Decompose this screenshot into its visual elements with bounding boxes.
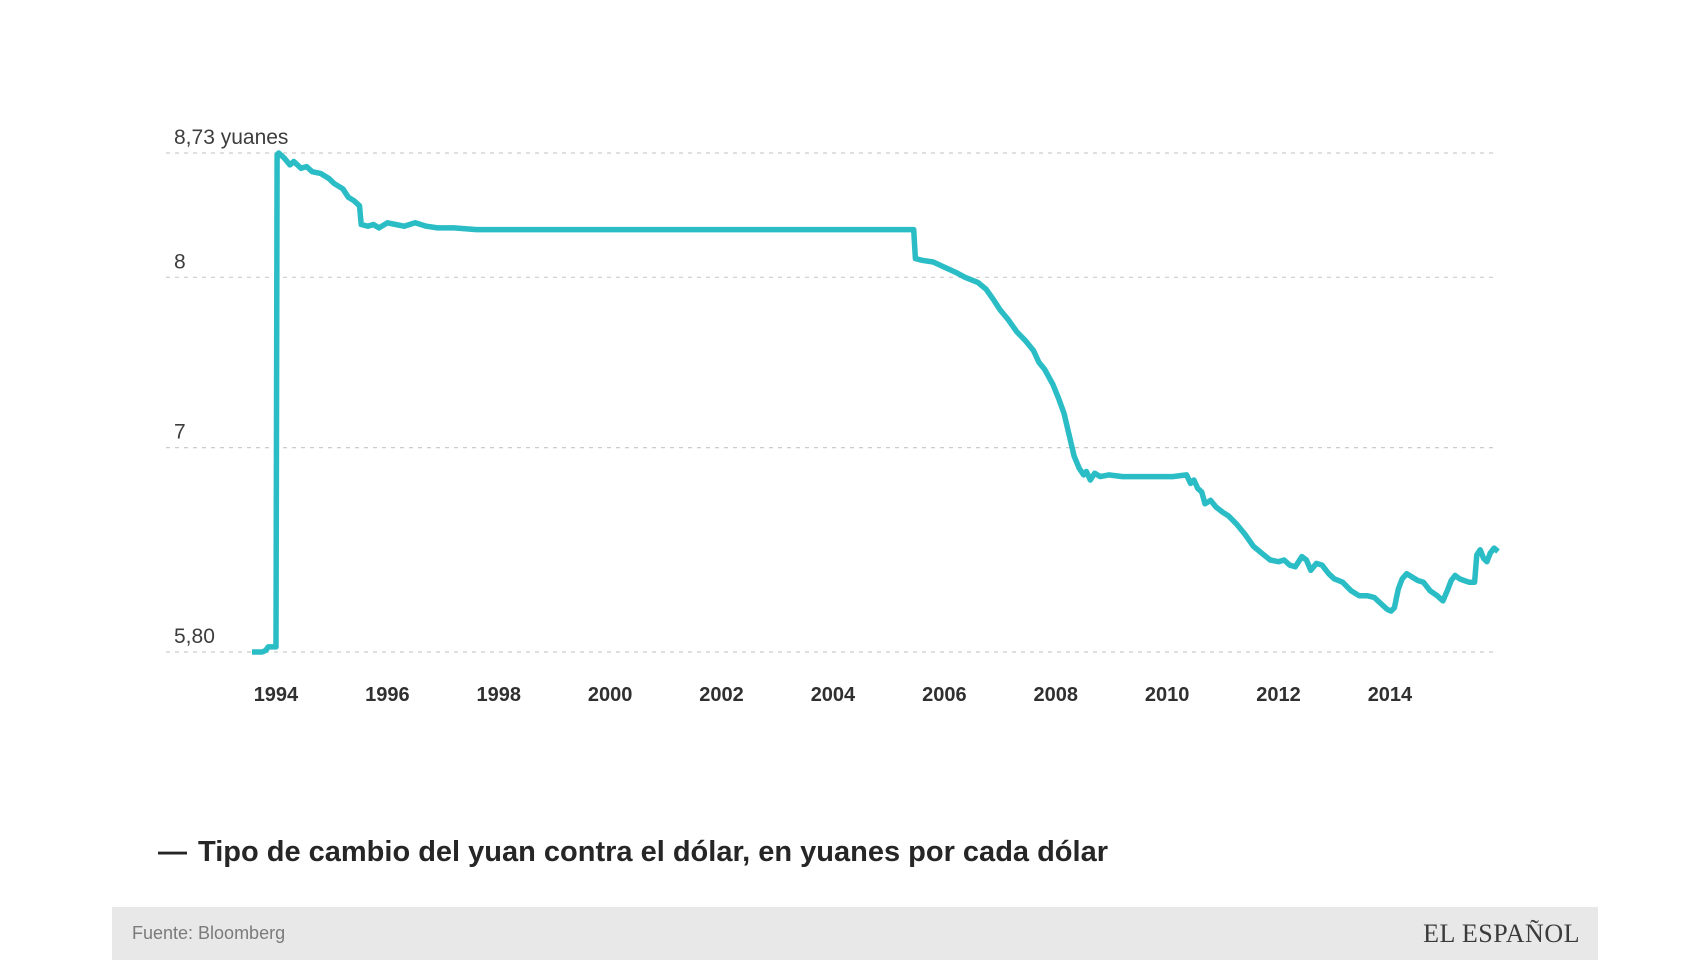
x-axis-tick-label: 1994 [254,684,299,706]
yuan-dollar-line-chart: 8,73 yuanes 8 7 5,80 1994 1996 1998 2000 2002 200… [166,126,1500,706]
y-axis-label: 8 [174,250,186,273]
x-axis-tick-label: 2014 [1368,684,1413,706]
legend-line-marker: — [158,836,187,868]
y-axis-label: 5,80 [174,625,215,648]
exchange-rate-series-line [252,150,1500,655]
legend-label: Tipo de cambio del yuan contra el dólar,… [198,836,1108,868]
x-axis-tick-label: 1996 [365,684,410,706]
source-credit: Fuente: Bloomberg [132,923,286,943]
chart-legend: — Tipo de cambio del yuan contra el dólar… [158,836,1108,869]
x-axis-tick-label: 2002 [699,684,744,706]
y-axis-label: 7 [174,421,186,444]
footer-bar: Fuente: Bloomberg EL ESPAÑOL [112,907,1598,960]
x-axis-tick-label: 2010 [1145,684,1190,706]
x-axis-tick-label: 2012 [1256,684,1301,706]
x-axis-tick-label: 2004 [811,684,856,706]
y-axis-label: 8,73 yuanes [174,126,288,149]
el-espanol-logo: EL ESPAÑOL [1423,918,1580,948]
x-axis-tick-label: 2006 [922,684,967,706]
x-axis-tick-label: 1998 [476,684,521,706]
x-axis-tick-label: 2000 [588,684,633,706]
x-axis-tick-label: 2008 [1033,684,1078,706]
